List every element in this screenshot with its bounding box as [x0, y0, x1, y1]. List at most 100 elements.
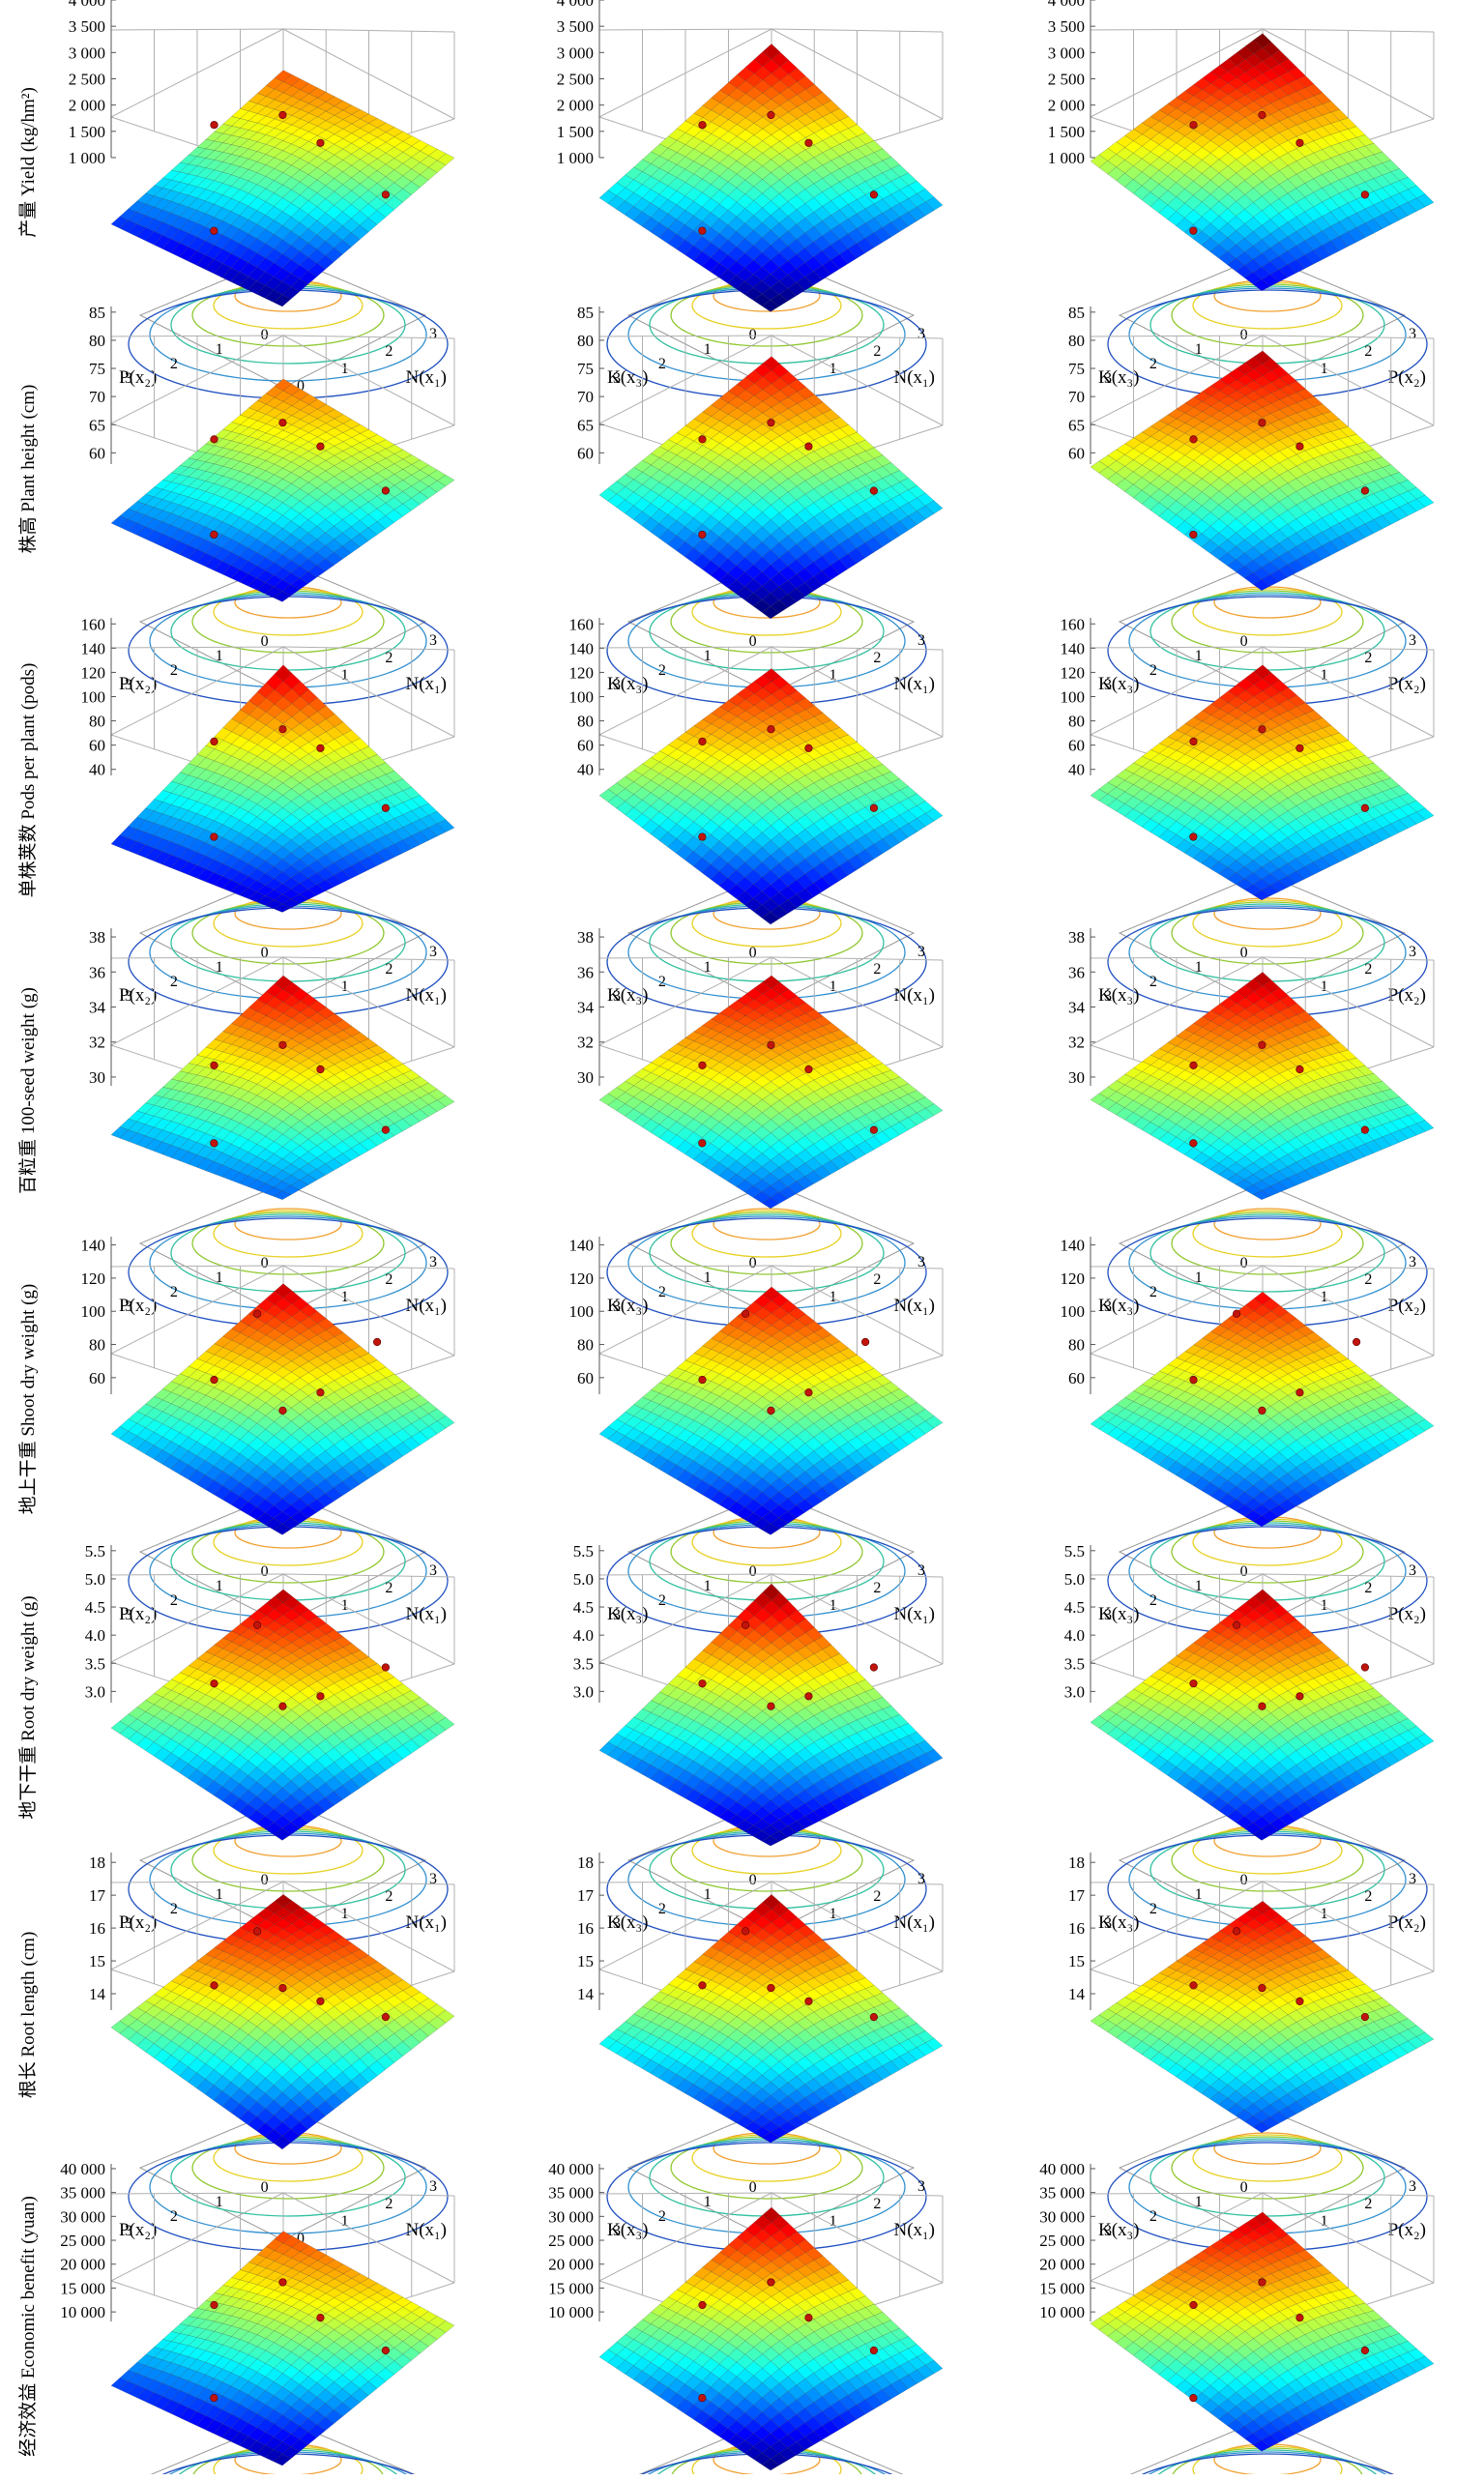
design-point	[211, 436, 218, 444]
design-point	[768, 419, 775, 426]
design-point	[699, 227, 707, 235]
left-axis-tick: 0	[1240, 1255, 1248, 1271]
z-tick-label: 80	[89, 332, 105, 350]
design-point	[1296, 139, 1304, 147]
left-axis-tick: 3	[1104, 677, 1112, 693]
design-point	[1259, 725, 1266, 733]
z-tick-label: 30	[577, 1068, 594, 1087]
z-tick-label: 1 500	[1048, 123, 1085, 141]
left-axis-tick: 3	[613, 1299, 621, 1315]
left-axis-tick: 0	[749, 327, 757, 343]
z-tick-label: 2 000	[69, 97, 105, 115]
z-tick-label: 1 000	[1048, 149, 1085, 167]
left-axis-tick: 3	[613, 988, 621, 1005]
right-axis-tick: 2	[873, 961, 881, 978]
left-axis-tick: 1	[704, 1270, 712, 1286]
z-tick-label: 60	[1068, 737, 1085, 755]
z-tick-label: 2 500	[1048, 71, 1085, 89]
z-tick-label: 80	[1068, 332, 1085, 350]
design-point	[1190, 531, 1198, 539]
z-tick-label: 32	[89, 1034, 105, 1052]
left-axis-tick: 2	[658, 662, 666, 679]
z-tick-label: 1 000	[557, 149, 594, 167]
design-point	[1296, 443, 1304, 451]
left-axis-tick: 3	[125, 1299, 132, 1315]
z-tick-label: 2 000	[1048, 97, 1085, 115]
design-point	[1190, 833, 1198, 841]
design-point	[870, 487, 878, 495]
left-axis-tick: 2	[658, 1284, 666, 1300]
design-point	[699, 121, 707, 129]
z-tick-label: 160	[569, 615, 595, 633]
design-point	[279, 111, 287, 119]
left-axis-tick: 1	[1195, 1270, 1203, 1286]
z-tick-label: 60	[577, 444, 594, 462]
design-point	[211, 531, 218, 539]
z-tick-label: 3 000	[1048, 44, 1085, 62]
z-tick-label: 60	[89, 444, 105, 462]
z-tick-label: 34	[577, 999, 595, 1017]
left-axis-tick: 2	[170, 1284, 178, 1300]
design-point	[699, 1062, 707, 1069]
design-point	[1259, 419, 1266, 426]
left-axis-tick: 1	[1195, 648, 1203, 664]
left-axis-tick: 1	[1195, 959, 1203, 976]
right-axis-tick: 3	[1409, 326, 1416, 342]
right-axis-tick: 2	[873, 650, 881, 666]
left-axis-tick: 1	[1195, 341, 1203, 358]
right-axis-tick: 2	[1364, 1271, 1372, 1288]
design-point	[1361, 191, 1369, 199]
design-point	[317, 443, 325, 451]
z-tick-label: 36	[577, 963, 594, 981]
left-axis-tick: 1	[704, 341, 712, 358]
design-point	[211, 738, 218, 745]
right-axis-tick: 3	[429, 944, 437, 960]
z-tick-label: 80	[577, 713, 594, 731]
surface-mesh	[111, 71, 454, 306]
left-axis-tick: 0	[1240, 945, 1248, 961]
z-tick-label: 120	[81, 663, 106, 682]
design-point	[1190, 227, 1198, 235]
right-axis-label: P(x₂)	[1388, 1296, 1426, 1316]
z-tick-label: 30	[89, 1068, 105, 1087]
design-point	[768, 725, 775, 733]
design-point	[699, 1140, 707, 1148]
design-point	[1296, 744, 1304, 752]
left-axis-tick: 2	[1149, 1284, 1157, 1300]
surface-mesh	[599, 976, 943, 1209]
z-tick-label: 75	[89, 360, 105, 378]
design-point	[870, 191, 878, 199]
z-tick-label: 65	[89, 416, 105, 434]
z-tick-label: 3 500	[557, 17, 594, 36]
z-tick-label: 65	[577, 416, 594, 434]
right-axis-label: P(x₂)	[1388, 367, 1426, 388]
z-tick-label: 32	[577, 1034, 594, 1052]
left-axis-tick: 0	[261, 945, 269, 961]
left-axis-tick: 3	[125, 370, 132, 387]
z-tick-label: 32	[1068, 1034, 1085, 1052]
right-axis-tick: 2	[385, 961, 393, 978]
z-tick-label: 4 000	[1048, 0, 1085, 10]
design-point	[382, 804, 390, 812]
design-point	[1361, 487, 1369, 495]
right-axis-tick: 3	[917, 632, 925, 649]
design-point	[211, 833, 218, 841]
surface-mesh	[599, 669, 943, 924]
right-axis-tick: 1	[1321, 978, 1328, 995]
right-axis-tick: 2	[1364, 961, 1372, 978]
z-tick-label: 160	[1061, 615, 1086, 633]
left-axis-tick: 3	[125, 988, 132, 1005]
left-axis-tick: 1	[704, 648, 712, 664]
design-point	[1190, 738, 1198, 745]
left-axis-tick: 1	[216, 341, 223, 358]
right-axis-tick: 3	[429, 632, 437, 649]
design-point	[1190, 121, 1198, 129]
design-point	[317, 744, 325, 752]
z-tick-label: 38	[1068, 928, 1085, 947]
design-point	[699, 833, 707, 841]
z-tick-label: 60	[89, 737, 105, 755]
z-tick-label: 3 500	[1048, 17, 1085, 36]
z-tick-label: 100	[569, 688, 595, 707]
surface-mesh	[599, 357, 943, 619]
